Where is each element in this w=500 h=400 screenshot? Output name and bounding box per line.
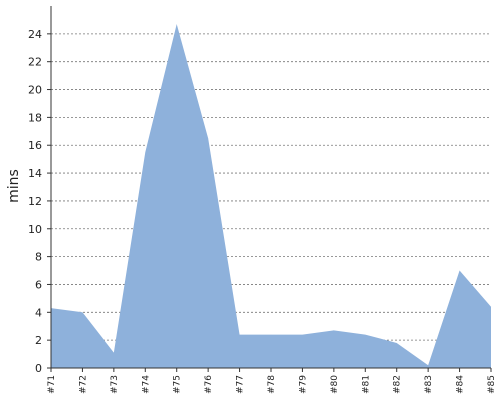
x-tick-label: #79 [298,375,308,394]
x-tick-label: #85 [487,375,497,394]
y-tick-label: 0 [35,362,42,375]
y-tick-label: 2 [35,334,42,347]
x-tick-label: #74 [141,375,151,394]
y-tick-label: 10 [28,223,42,236]
x-tick-label: #72 [78,375,88,394]
y-tick-label: 8 [35,251,42,264]
y-tick-label: 4 [35,306,42,319]
x-tick-label: #71 [47,375,57,394]
x-tick-label: #75 [173,375,183,394]
x-tick-labels: #71 #72 #73 #74 #75 #76 #77 #78 #79 #80 #81 #82 #83 #… [47,375,497,394]
x-tick-label: #78 [267,375,277,394]
x-tick-label: #81 [361,375,371,394]
x-tick-label: #80 [330,375,340,394]
x-tick-label: #73 [110,375,120,394]
y-tick-label: 6 [35,278,42,291]
y-tick-label: 14 [28,167,42,180]
y-tick-label: 20 [28,84,42,97]
series-area [51,24,491,368]
y-tick-label: 18 [28,111,42,124]
y-tick-label: 16 [28,139,42,152]
y-tick-label: 24 [28,28,42,41]
y-tick-label: 22 [28,56,42,69]
y-tick-label: 12 [28,195,42,208]
area-layer [50,24,492,368]
x-tick-label: #83 [424,375,434,394]
axis-layer [47,6,492,372]
grid-layer [51,33,491,341]
x-tick-label: #77 [236,375,246,394]
x-tick-label: #84 [456,375,466,394]
x-tick-label: #82 [393,375,403,394]
x-tick-label: #76 [204,375,214,394]
y-axis-title: mins [6,169,22,203]
